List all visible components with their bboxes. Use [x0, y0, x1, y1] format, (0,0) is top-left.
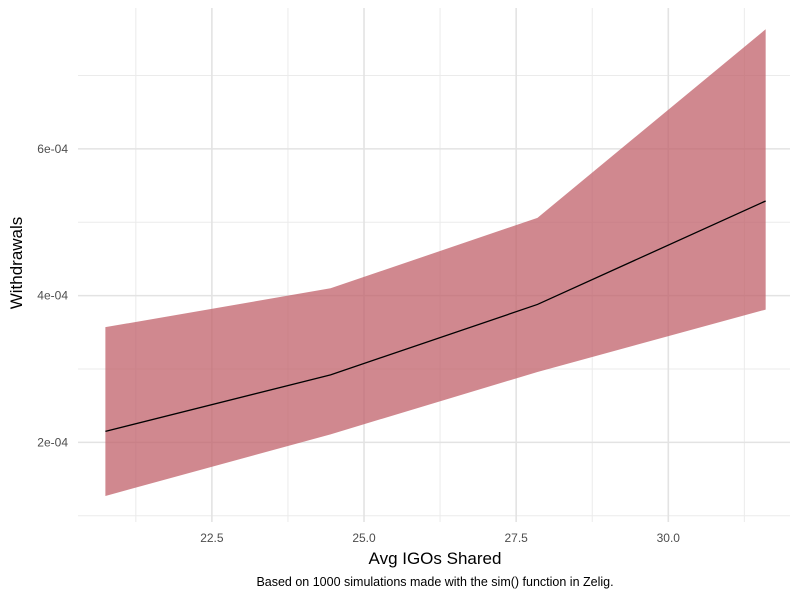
x-axis-title: Avg IGOs Shared — [369, 549, 502, 568]
plot-marks — [105, 29, 766, 496]
y-tick-label: 2e-04 — [37, 435, 68, 449]
y-tick-label: 4e-04 — [37, 289, 68, 303]
x-tick-label: 22.5 — [200, 531, 224, 545]
chart-caption: Based on 1000 simulations made with the … — [256, 575, 613, 589]
x-tick-label: 25.0 — [352, 531, 376, 545]
y-tick-label: 6e-04 — [37, 142, 68, 156]
x-tick-labels: 22.5 25.0 27.5 30.0 — [200, 531, 680, 545]
expected-value-line — [105, 200, 766, 433]
y-axis-title: Withdrawals — [7, 217, 26, 310]
x-tick-label: 27.5 — [504, 531, 528, 545]
y-tick-labels: 2e-04 4e-04 6e-04 — [37, 142, 68, 450]
x-tick-label: 30.0 — [657, 531, 681, 545]
confidence-ribbon — [105, 29, 766, 496]
